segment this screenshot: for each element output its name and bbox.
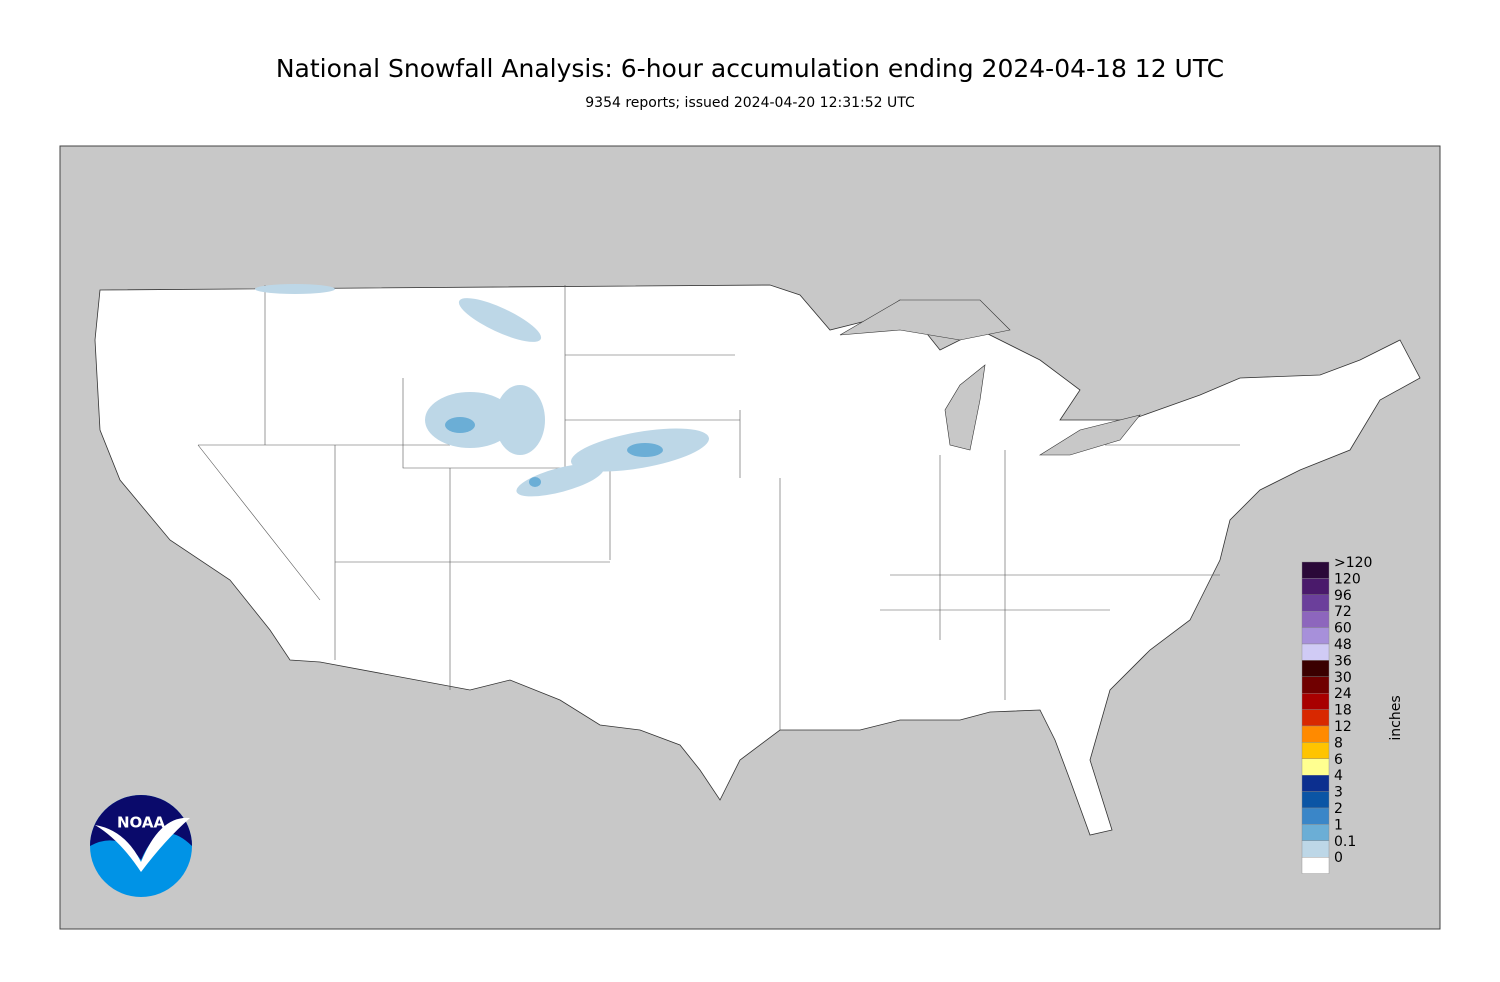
legend-unit: inches xyxy=(1388,695,1404,740)
legend-label: 60 xyxy=(1334,621,1352,637)
lake-erie xyxy=(1038,414,1141,456)
snowfall-areas xyxy=(255,284,710,497)
snow-area xyxy=(627,443,663,457)
legend-swatch xyxy=(1301,857,1330,874)
legend-label: 18 xyxy=(1334,703,1352,719)
state-lines xyxy=(197,285,1240,730)
legend: inches >1201209672604836302418128643210.… xyxy=(1301,555,1404,874)
legend-swatch xyxy=(1301,561,1330,579)
title: National Snowfall Analysis: 6-hour accum… xyxy=(276,54,1224,83)
legend-swatch xyxy=(1301,676,1330,694)
legend-swatch xyxy=(1301,775,1330,792)
lake-superior xyxy=(839,299,1011,341)
legend-label: 72 xyxy=(1334,604,1352,620)
legend-label: 6 xyxy=(1334,752,1343,768)
logo-swoosh xyxy=(95,817,190,872)
legend-swatch xyxy=(1301,725,1330,743)
legend-swatch xyxy=(1301,758,1330,776)
legend-swatch xyxy=(1301,660,1330,678)
logo-top xyxy=(90,795,192,860)
map xyxy=(59,145,1441,930)
legend-label: >120 xyxy=(1334,555,1372,571)
legend-swatch xyxy=(1301,693,1330,710)
legend-label: 2 xyxy=(1334,801,1343,817)
legend-swatch xyxy=(1301,594,1330,612)
snow-area xyxy=(458,298,542,342)
legend-swatch xyxy=(1301,742,1330,760)
snow-area xyxy=(516,463,604,497)
snow-area xyxy=(445,417,475,433)
subtitle: 9354 reports; issued 2024-04-20 12:31:52… xyxy=(585,95,915,111)
legend-label: 120 xyxy=(1334,571,1361,587)
legend-label: 96 xyxy=(1334,588,1352,604)
legend-swatch xyxy=(1301,709,1330,727)
logo-text: NOAA xyxy=(117,814,166,832)
legend-swatch xyxy=(1301,791,1330,809)
legend-label: 0.1 xyxy=(1334,834,1356,850)
legend-swatch xyxy=(1301,643,1330,661)
legend-label: 36 xyxy=(1334,653,1352,669)
snow-area xyxy=(529,477,541,487)
legend-label: 4 xyxy=(1334,768,1343,784)
legend-label: 24 xyxy=(1334,686,1352,702)
legend-swatch xyxy=(1301,840,1330,858)
lake-michigan xyxy=(944,364,986,451)
snow-area xyxy=(495,385,545,455)
legend-label: 3 xyxy=(1334,785,1343,801)
legend-swatch xyxy=(1301,578,1330,596)
legend-label: 0 xyxy=(1334,850,1343,866)
legend-swatch xyxy=(1301,807,1330,825)
legend-label: 48 xyxy=(1334,637,1352,653)
legend-label: 30 xyxy=(1334,670,1352,686)
noaa-logo: NOAA xyxy=(90,795,192,897)
snow-area xyxy=(255,284,335,294)
legend-swatch xyxy=(1301,611,1330,628)
legend-label: 12 xyxy=(1334,719,1352,735)
legend-swatch xyxy=(1301,824,1330,842)
legend-swatch xyxy=(1301,627,1330,645)
legend-label: 8 xyxy=(1334,735,1343,751)
legend-label: 1 xyxy=(1334,817,1343,833)
